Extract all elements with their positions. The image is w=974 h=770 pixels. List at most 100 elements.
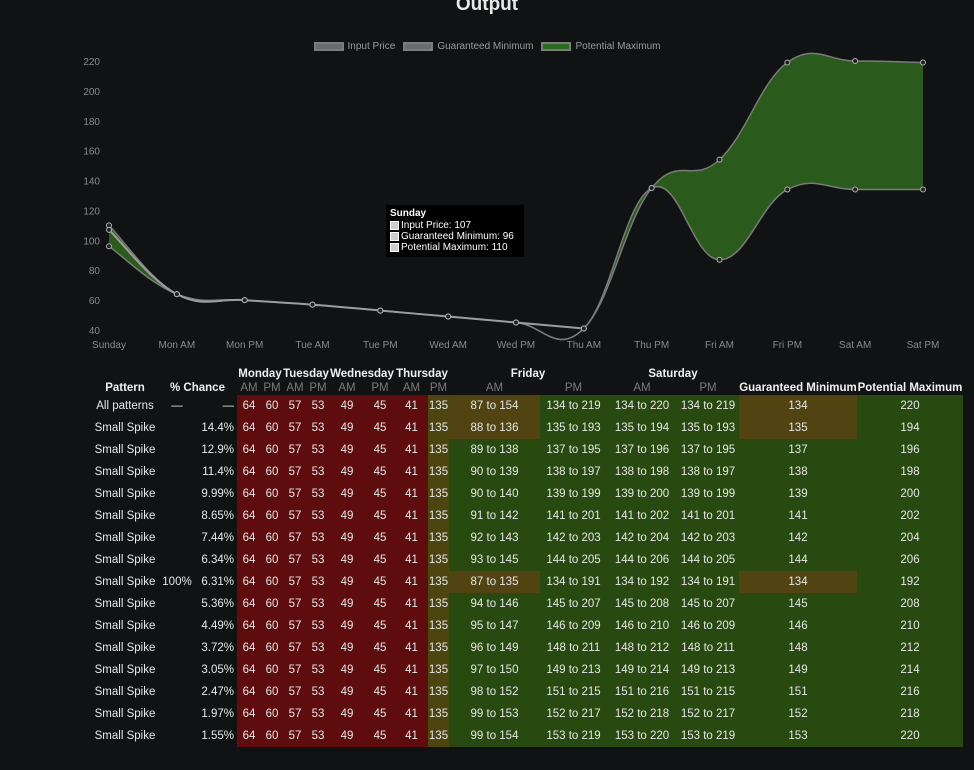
range-cell: 145 to 208 xyxy=(607,593,677,615)
price-cell: 49 xyxy=(329,417,365,439)
chance-cell: 1.97% xyxy=(201,708,234,720)
table-row: Small Spike 3.72% 64 60 57 53 49 45 41 135 96 to 1… xyxy=(92,637,963,659)
header-monday: Monday xyxy=(238,368,282,380)
tooltip-swatch xyxy=(390,221,399,230)
price-cell: 53 xyxy=(307,549,329,571)
header-guaranteed-minimum[interactable]: Guaranteed Minimum xyxy=(739,382,857,394)
pattern-cell: Small Spike xyxy=(94,488,156,500)
max-cell: 198 xyxy=(857,461,963,483)
price-cell: 45 xyxy=(365,549,395,571)
price-cell: 49 xyxy=(329,395,365,417)
range-cell: 149 to 213 xyxy=(540,659,607,681)
range-cell: 89 to 138 xyxy=(449,439,540,461)
tooltip-row: Input Price: 107 xyxy=(390,220,520,231)
pattern-cell: Small Spike xyxy=(94,466,156,478)
chance-cell: 2.47% xyxy=(201,686,234,698)
tooltip-line: Guaranteed Minimum: 96 xyxy=(401,231,514,242)
range-cell: 139 to 199 xyxy=(540,483,607,505)
price-cell: 41 xyxy=(395,681,428,703)
header-potential-maximum[interactable]: Potential Maximum xyxy=(857,382,963,394)
header-pm: PM xyxy=(263,382,281,394)
price-cell: 135 xyxy=(428,703,449,725)
header-pattern[interactable]: Pattern xyxy=(105,382,145,394)
max-cell: 196 xyxy=(857,439,963,461)
range-cell: 135 to 194 xyxy=(607,417,677,439)
price-cell: 41 xyxy=(395,637,428,659)
chance-cell: 11.4% xyxy=(202,466,234,478)
min-cell: 134 xyxy=(739,571,857,593)
price-cell: 64 xyxy=(237,637,261,659)
x-tick-label: Sat AM xyxy=(839,340,871,351)
range-cell: 134 to 191 xyxy=(677,571,739,593)
min-cell: 144 xyxy=(739,549,857,571)
header-chance[interactable]: % Chance xyxy=(170,382,225,394)
price-cell: 53 xyxy=(307,725,329,747)
price-cell: 64 xyxy=(237,439,261,461)
header-pm: PM xyxy=(564,382,583,394)
price-cell: 45 xyxy=(365,483,395,505)
price-cell: 57 xyxy=(283,483,307,505)
header-pm: PM xyxy=(429,382,448,394)
table-row: Small Spike 3.05% 64 60 57 53 49 45 41 135 97 to 1… xyxy=(92,659,963,681)
y-tick-label: 200 xyxy=(83,87,100,98)
pattern-cell: Small Spike xyxy=(94,664,156,676)
price-cell: 53 xyxy=(307,505,329,527)
range-cell: 134 to 219 xyxy=(540,395,607,417)
min-cell: 137 xyxy=(739,439,857,461)
range-cell: 144 to 205 xyxy=(540,549,607,571)
header-pm: PM xyxy=(309,382,327,394)
price-cell: 41 xyxy=(395,395,428,417)
price-cell: 53 xyxy=(307,593,329,615)
price-cell: 53 xyxy=(307,483,329,505)
min-cell: 152 xyxy=(739,703,857,725)
legend-item-guaranteed-minimum[interactable]: Guaranteed Minimum xyxy=(403,41,533,52)
min-cell: 135 xyxy=(739,417,857,439)
header-thursday: Thursday xyxy=(396,368,448,380)
price-cell: 49 xyxy=(329,483,365,505)
point-guaranteed-minimum xyxy=(716,256,723,263)
price-cell: 49 xyxy=(329,615,365,637)
price-cell: 57 xyxy=(283,549,307,571)
price-cell: 64 xyxy=(237,417,261,439)
price-cell: 135 xyxy=(428,637,449,659)
range-cell: 153 to 219 xyxy=(677,725,739,747)
price-cell: 45 xyxy=(365,417,395,439)
legend-item-potential-maximum[interactable]: Potential Maximum xyxy=(541,41,661,52)
y-tick-label: 140 xyxy=(83,177,100,188)
range-cell: 138 to 197 xyxy=(677,461,739,483)
group-chance-cell xyxy=(158,439,196,461)
min-cell: 134 xyxy=(739,395,857,417)
range-cell: 134 to 191 xyxy=(540,571,607,593)
price-cell: 49 xyxy=(329,461,365,483)
price-cell: 45 xyxy=(365,461,395,483)
price-cell: 57 xyxy=(283,505,307,527)
max-cell: 202 xyxy=(857,505,963,527)
table-row: Small Spike 6.34% 64 60 57 53 49 45 41 135 93 to 1… xyxy=(92,549,963,571)
group-chance-cell: 100% xyxy=(162,576,192,588)
max-cell: 192 xyxy=(857,571,963,593)
tooltip-line: Potential Maximum: 110 xyxy=(401,242,508,253)
range-cell: 153 to 220 xyxy=(607,725,677,747)
group-chance-cell xyxy=(158,637,196,659)
pattern-cell: Small Spike xyxy=(94,444,156,456)
price-cell: 64 xyxy=(237,615,261,637)
point-input-price xyxy=(309,301,316,308)
header-row-ampm: Pattern % Chance AM PM AM PM AM PM AM PM… xyxy=(92,381,963,395)
group-chance-cell xyxy=(158,725,196,747)
min-cell: 153 xyxy=(739,725,857,747)
price-cell: 60 xyxy=(261,615,283,637)
range-cell: 139 to 199 xyxy=(677,483,739,505)
price-cell: 45 xyxy=(365,703,395,725)
range-cell: 92 to 143 xyxy=(449,527,540,549)
min-cell: 138 xyxy=(739,461,857,483)
range-cell: 99 to 153 xyxy=(449,703,540,725)
max-cell: 200 xyxy=(857,483,963,505)
price-cell: 64 xyxy=(237,593,261,615)
x-tick-label: Tue PM xyxy=(363,340,398,351)
range-cell: 144 to 206 xyxy=(607,549,677,571)
prediction-table: Monday Tuesday Wednesday Thursday Friday… xyxy=(92,367,963,747)
legend-item-input-price[interactable]: Input Price xyxy=(313,41,395,52)
range-cell: 95 to 147 xyxy=(449,615,540,637)
max-cell: 206 xyxy=(857,549,963,571)
tooltip-line: Input Price: 107 xyxy=(401,220,472,231)
